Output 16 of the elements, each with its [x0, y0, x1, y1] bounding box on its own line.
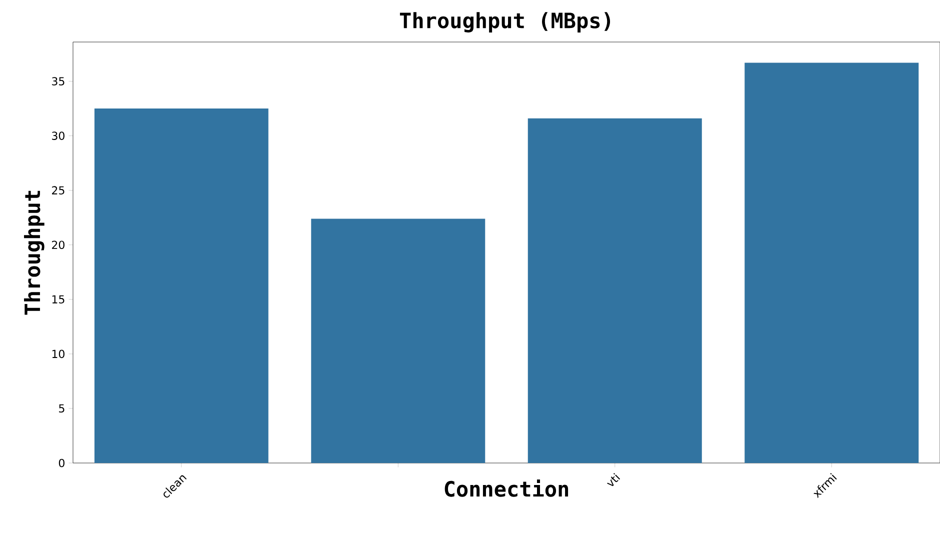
y-tick-label: 10: [52, 350, 64, 358]
y-tick-label: 0: [58, 458, 64, 468]
y-tick-label: 35: [52, 77, 64, 86]
bar: [94, 108, 268, 463]
chart-title: Throughput (MBps): [400, 12, 610, 32]
y-tick-label: 5: [59, 404, 64, 413]
bar: [528, 118, 702, 463]
bar: [311, 218, 486, 463]
x-axis-title: Connection: [444, 479, 568, 497]
y-axis-title: Throughput: [24, 190, 44, 315]
y-tick-label: 15: [52, 295, 64, 304]
y-tick-label: 25: [52, 186, 64, 194]
y-tick-label: 20: [52, 240, 64, 250]
x-tick-label: vti: [606, 472, 620, 486]
bar: [744, 62, 919, 463]
y-tick-label: 30: [52, 132, 64, 140]
